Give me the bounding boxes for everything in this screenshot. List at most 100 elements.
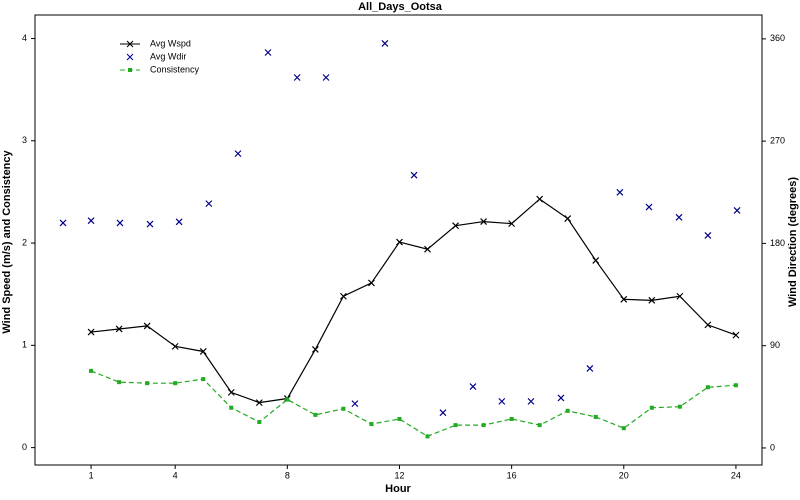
point	[146, 220, 154, 228]
y2-tick-label: 180	[770, 238, 785, 248]
plot-frame	[34, 14, 763, 466]
point	[452, 222, 459, 230]
point	[676, 292, 684, 300]
legend-label: Consistency	[150, 64, 200, 74]
point	[648, 296, 656, 304]
series-line	[91, 198, 737, 404]
point	[143, 322, 151, 330]
y-tick-label: 1	[22, 340, 27, 350]
point	[592, 257, 600, 264]
point	[704, 321, 712, 329]
point	[586, 364, 594, 372]
legend-label: Avg Wdir	[150, 51, 186, 61]
point	[115, 325, 123, 333]
legend-label: Avg Wspd	[150, 38, 191, 48]
x-tick-label: 1	[89, 470, 94, 480]
point	[537, 423, 542, 428]
point	[257, 420, 262, 425]
point	[509, 416, 514, 421]
x-tick-label: 16	[507, 470, 517, 480]
point	[508, 220, 516, 228]
point	[205, 200, 213, 208]
point	[593, 414, 598, 419]
point	[620, 295, 628, 303]
point	[264, 49, 272, 56]
point	[175, 218, 183, 226]
point	[116, 219, 124, 227]
y2-tick-label: 270	[770, 136, 785, 146]
point	[439, 409, 447, 417]
legend-marker	[126, 53, 134, 61]
point	[481, 423, 486, 428]
point	[705, 385, 710, 390]
y2-tick-label: 90	[770, 340, 780, 350]
point	[498, 397, 506, 405]
point	[527, 397, 535, 405]
point	[381, 39, 389, 47]
point	[396, 238, 403, 246]
point	[480, 218, 488, 226]
point	[649, 405, 654, 410]
x-axis-label: Hour	[385, 483, 411, 495]
point	[616, 188, 624, 196]
point	[425, 434, 430, 439]
x-tick-label: 4	[173, 470, 178, 480]
y-tick-label: 2	[22, 237, 27, 247]
point	[704, 232, 712, 239]
point	[565, 408, 570, 413]
y-axis-label: Wind Speed (m/s) and Consistency	[1, 149, 13, 333]
legend-marker	[126, 40, 134, 48]
chart-title: All_Days_Ootsa	[358, 1, 443, 13]
y2-tick-label: 360	[770, 33, 785, 43]
y-tick-label: 0	[22, 442, 27, 452]
point	[733, 207, 741, 214]
point	[171, 342, 179, 350]
point	[234, 150, 242, 158]
x-tick-label: 24	[731, 470, 741, 480]
point	[369, 422, 374, 427]
point	[564, 215, 572, 222]
point	[424, 245, 431, 253]
point	[285, 397, 290, 402]
point	[311, 346, 319, 353]
point	[117, 380, 122, 385]
point	[313, 412, 318, 417]
point	[199, 348, 207, 355]
point	[89, 368, 94, 373]
point	[397, 416, 402, 421]
point	[368, 279, 375, 287]
point	[227, 388, 235, 396]
point	[145, 381, 150, 386]
point	[339, 292, 347, 300]
point	[557, 394, 565, 402]
point	[732, 331, 740, 339]
point	[87, 217, 95, 225]
point	[677, 404, 682, 409]
point	[410, 171, 418, 179]
y-tick-label: 4	[22, 33, 27, 43]
point	[621, 426, 626, 431]
point	[229, 405, 234, 410]
y2-axis-label: Wind Direction (degrees)	[787, 177, 799, 307]
point	[536, 195, 544, 203]
point	[87, 328, 95, 336]
point	[645, 203, 653, 211]
point	[469, 383, 477, 391]
point	[453, 423, 458, 428]
point	[351, 400, 359, 408]
x-tick-label: 12	[394, 470, 404, 480]
x-tick-label: 8	[285, 470, 290, 480]
point	[201, 377, 206, 382]
y-tick-label: 3	[22, 135, 27, 145]
point	[173, 381, 178, 386]
x-tick-label: 20	[619, 470, 629, 480]
point	[341, 406, 346, 411]
point	[675, 213, 683, 221]
point	[255, 399, 263, 407]
point	[322, 74, 330, 81]
point	[293, 74, 301, 81]
legend-marker	[128, 68, 132, 72]
point	[733, 383, 738, 388]
series-line	[90, 370, 736, 438]
